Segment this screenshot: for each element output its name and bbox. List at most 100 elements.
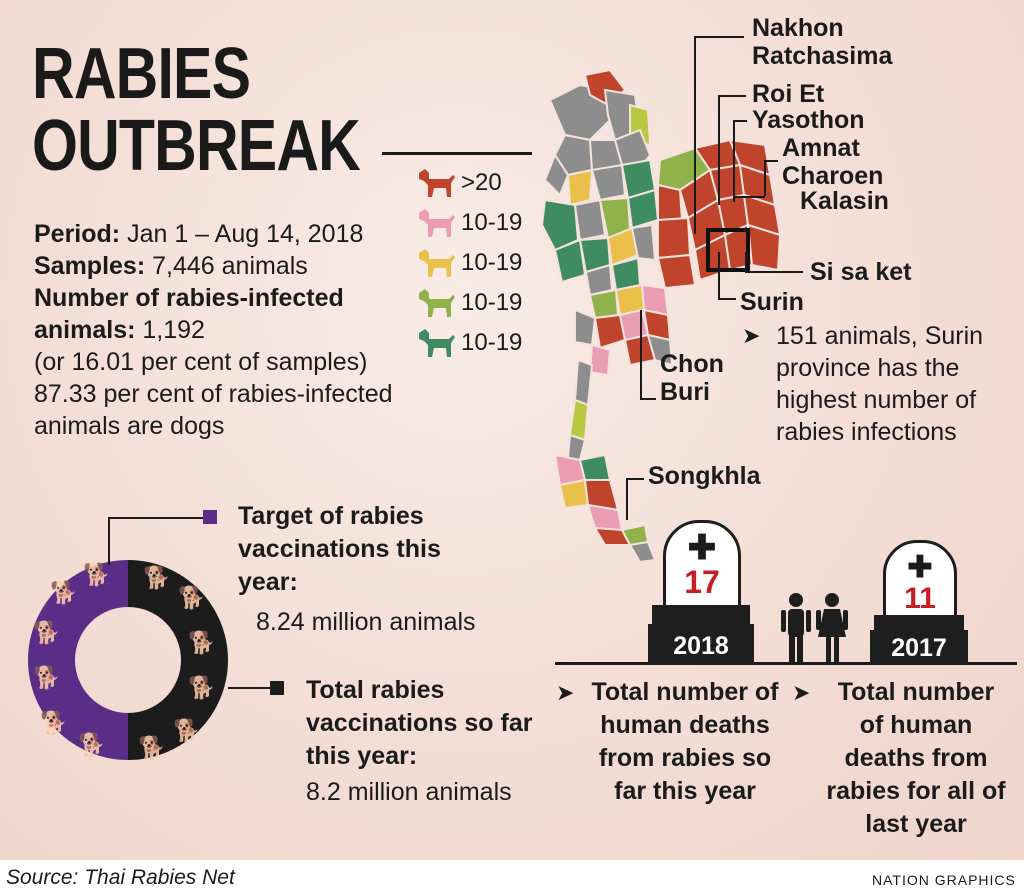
legend-item: >20 (415, 166, 502, 200)
leader-sisaket-v (745, 252, 747, 272)
deaths-2018-count: 17 (684, 564, 720, 600)
legend-label: >20 (461, 169, 502, 196)
dog-icon (419, 329, 455, 357)
donut-target-half (28, 560, 128, 760)
leader-target-v (108, 517, 110, 565)
leader-chonburi-h (640, 398, 656, 400)
sofar-label: Total rabies vaccinations so far this ye… (306, 676, 533, 770)
target-marker (203, 510, 217, 524)
dog-icon (419, 249, 455, 277)
leader-surin-v (718, 252, 720, 300)
label-yasothon: Yasothon (752, 106, 865, 134)
year-2018: 2018 (648, 624, 754, 664)
svg-text:🐕: 🐕 (40, 710, 67, 735)
leader-nakhon-v (694, 36, 696, 234)
arrow-icon: ➤ (792, 680, 811, 705)
infected-value: 1,192 (142, 316, 205, 344)
title-leader-line (382, 152, 532, 155)
legend-label: 10-19 (461, 329, 523, 356)
leader-surin-h (718, 298, 736, 300)
legend-item: 10-19 (415, 246, 522, 280)
caption-2018: Total number of human deaths from rabies… (591, 678, 779, 805)
arrow-icon: ➤ (556, 680, 575, 705)
tombstone-2018: ✚ 17 (663, 520, 741, 618)
legend-item: 10-19 (415, 206, 522, 240)
period-value: Jan 1 – Aug 14, 2018 (127, 220, 364, 248)
label-songkhla: Songkhla (648, 462, 761, 490)
svg-text:🐕: 🐕 (78, 732, 105, 757)
target-value: 8.24 million animals (256, 608, 476, 636)
source-text: Source: Thai Rabies Net (6, 866, 235, 889)
period-label: Period: (34, 220, 121, 248)
children-icon (781, 593, 848, 662)
label-si-sa-ket: Si sa ket (810, 258, 912, 286)
leader-amnat-h (764, 160, 778, 162)
svg-text:🐕: 🐕 (83, 562, 110, 587)
percent-line: (or 16.01 per cent of samples) (34, 348, 368, 376)
label-amnat-charoen: Amnat Charoen (782, 134, 884, 190)
leader-yasothon-v (733, 120, 735, 202)
legend-label: 10-19 (461, 289, 523, 316)
year-2017: 2017 (870, 630, 968, 664)
legend-item: 10-19 (415, 286, 522, 320)
target-label: Target of rabies vaccinations this year: (238, 502, 441, 596)
svg-text:🐕: 🐕 (33, 665, 60, 690)
sofar-value: 8.2 million animals (306, 778, 512, 806)
thailand-map (540, 68, 782, 564)
tombstone-2017-plinth (874, 615, 964, 633)
leader-songkhla-v (626, 478, 628, 520)
title-line-1: RABIES (32, 34, 251, 114)
svg-text:🐕: 🐕 (188, 630, 215, 655)
label-kalasin: Kalasin (800, 187, 889, 215)
leader-kalasin-h (735, 196, 765, 198)
tombstone-2018-plinth (652, 605, 750, 627)
svg-text:🐕: 🐕 (178, 585, 205, 610)
dogs-line: 87.33 per cent of rabies-infected animal… (34, 380, 393, 440)
label-surin: Surin (740, 288, 804, 316)
credit-text: NATION GRAPHICS (872, 872, 1016, 888)
donut-sofar-half (128, 560, 228, 760)
svg-text:🐕: 🐕 (33, 620, 60, 645)
footer-bar (0, 860, 1024, 895)
arrow-icon: ➤ (742, 323, 761, 348)
svg-text:🐕: 🐕 (143, 565, 170, 590)
leader-target-h (108, 517, 203, 519)
dog-icon (419, 169, 455, 197)
vaccination-donut: 🐕🐕 🐕🐕 🐕🐕 🐕🐕 🐕🐕 🐕🐕 (28, 560, 228, 760)
leader-songkhla-h (626, 478, 644, 480)
legend-label: 10-19 (461, 249, 523, 276)
cross-icon: ✚ (687, 529, 717, 567)
dog-icon (419, 209, 455, 237)
infected-label: Number of rabies-infected animals: (34, 284, 344, 344)
svg-text:🐕: 🐕 (173, 718, 200, 743)
surin-note: 151 animals, Surin province has the high… (776, 322, 984, 446)
svg-text:🐕: 🐕 (50, 580, 77, 605)
leader-roiet-v (718, 95, 720, 205)
legend-label: 10-19 (461, 209, 523, 236)
samples-value: 7,446 animals (152, 252, 308, 280)
leader-amnat-v (764, 160, 766, 196)
cross-icon: ✚ (907, 551, 933, 584)
tombstone-2017: ✚ 11 (883, 540, 957, 626)
leader-roiet-h (718, 95, 746, 97)
dog-icon (419, 289, 455, 317)
svg-text:🐕: 🐕 (138, 735, 165, 760)
ground-line (555, 662, 1017, 665)
title-line-2: OUTBREAK (32, 106, 361, 186)
stats-block: Period: Jan 1 – Aug 14, 2018 Samples: 7,… (34, 218, 474, 442)
label-roi-et: Roi Et (752, 80, 825, 108)
leader-yasothon-h (733, 120, 747, 122)
leader-nakhon-h (694, 36, 744, 38)
legend-item: 10-19 (415, 326, 522, 360)
leader-chonburi-v (640, 310, 642, 400)
deaths-2017-count: 11 (904, 582, 936, 615)
samples-label: Samples: (34, 252, 146, 280)
caption-2017: Total number of human deaths from rabies… (826, 678, 1006, 838)
svg-text:🐕: 🐕 (188, 675, 215, 700)
surin-highlight-box (706, 228, 750, 272)
leader-sisaket-h (745, 271, 803, 273)
sofar-marker (270, 681, 284, 695)
label-nakhon-ratchasima: Nakhon Ratchasima (752, 14, 893, 70)
label-chon-buri: Chon Buri (660, 350, 724, 406)
leader-sofar-h (228, 687, 270, 689)
